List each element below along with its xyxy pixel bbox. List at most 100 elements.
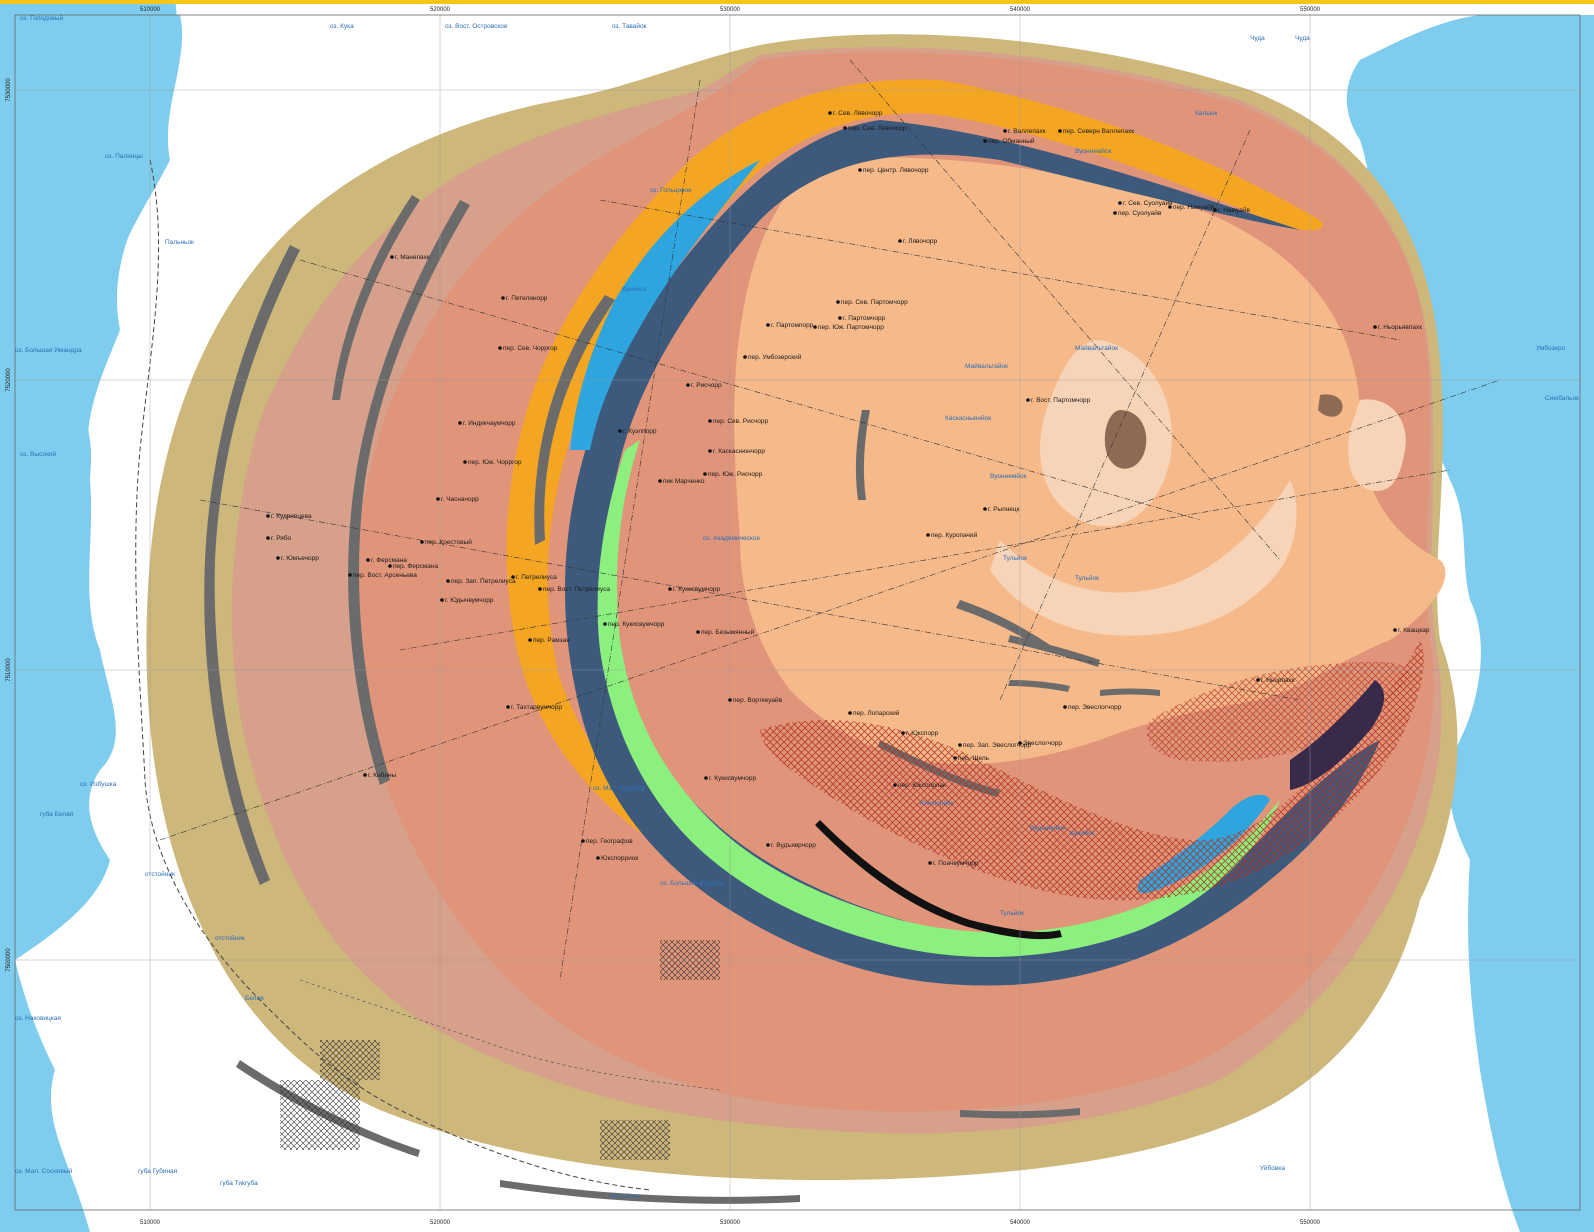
peak-label: г. Сев. Лявочорр [833,110,883,117]
peak-marker [1113,211,1117,215]
peak-marker [983,139,987,143]
top-tick-label: 520000 [430,7,451,13]
hatched-zone-east [1146,661,1410,762]
dike-band [1008,680,1070,692]
peak-label: г. Партомчорр [843,315,886,322]
peak-marker [838,316,842,320]
peak-label: пер. Рамзая [533,637,570,644]
peak-marker [928,861,932,865]
water-label: Калыок [1195,110,1217,117]
peak-marker [1213,208,1217,212]
peak-label: г. Юкспорр [906,730,939,737]
peak-label: пер. Юж. Партомчорр [818,324,884,331]
bottom-coordinate-labels: 510000 520000 530000 540000 550000 [140,1220,1321,1226]
peak-marker [458,421,462,425]
peak-marker [1118,201,1122,205]
dike-band [500,1180,800,1204]
peak-label: пер. Вост. Петрелиуса [543,586,610,593]
peak-marker [440,598,444,602]
left-tick-label: 7510000 [6,658,12,682]
dike-band [1008,635,1100,667]
peak-marker [848,711,852,715]
bottom-tick-label: 550000 [1300,1220,1321,1226]
dike-band [534,295,615,545]
railway [135,159,651,1191]
peak-marker [506,705,510,709]
peak-marker [511,575,515,579]
peak-label: пер. Юж. Чорргор [468,459,522,466]
peak-marker [266,536,270,540]
peak-label: г. Вост. Партомчорр [1031,397,1091,404]
peak-marker [420,540,424,544]
peak-label: г. Манепахк [395,254,430,261]
peak-marker [728,698,732,702]
water-label: оз. Наковицкая [15,1015,61,1022]
peak-marker [1058,129,1062,133]
left-tick-label: 7530000 [6,78,12,102]
peak-label: г. Валлепахк [1008,128,1046,135]
water-label: оз. Мал. Вудъявр [593,785,646,792]
peak-marker [1003,129,1007,133]
peak-label: пер. Намуайв [1173,203,1215,211]
peak-label: г. Часначорр [441,496,479,503]
peak-label: г. Поачвумчорр [933,860,979,867]
coordinate-grid [15,15,1580,1210]
water-label: Чуда [1295,35,1310,42]
peak-label: г. Каскаснюнчорр [713,448,765,455]
bottom-tick-label: 530000 [720,1220,741,1226]
top-coordinate-labels: 510000 520000 530000 540000 550000 [140,7,1321,13]
peak-label: г. Кукисвумчорр [673,586,721,593]
peak-label: пер. Северн Валлепахк [1063,128,1134,135]
peak-marker [953,756,957,760]
peak-marker [836,300,840,304]
black-band-unit [815,820,1062,940]
peak-marker [696,630,700,634]
peak-label: г. Лявочорр [903,238,937,245]
left-coordinate-labels: 7530000 7520000 7510000 7500000 [6,78,12,972]
bottom-tick-label: 510000 [140,1220,161,1226]
peak-label: г. Намуайв [1218,206,1250,214]
water-label: отстойник [610,1192,640,1200]
water-label: оз. Высокий [20,450,57,458]
peak-marker [708,449,712,453]
water-label: губа Губиная [138,1167,178,1175]
water-label: Тульйок [1003,554,1027,562]
peak-marker [538,587,542,591]
peak-marker [858,168,862,172]
peak-label: пер. Вост. Арсеньева [353,572,417,579]
fault-lines [159,59,1501,981]
peak-label: пер. Зап. Эвеслогчорр [963,742,1031,749]
water-label: оз. Вост. Островское [445,23,508,30]
left-tick-label: 7520000 [6,368,12,392]
dike-band [348,200,470,785]
hatched-zone-southeast [760,640,1424,901]
peak-marker [1026,398,1030,402]
peak-marker [528,638,532,642]
peak-marker [501,296,505,300]
peak-label: г. Кудрявцева [271,513,312,520]
peak-marker [658,479,662,483]
peak-label: пер. Ворткеуайв [733,696,783,704]
peak-marker [581,839,585,843]
town-apatity-area [280,1080,360,1150]
east-lobe-unit [1348,399,1406,491]
brown-intrusion [1104,410,1147,469]
peak-label: г. Вудъяврчорр [771,842,816,849]
peak-label: пер. Юкспорлак [898,782,946,789]
dike-band [855,410,870,500]
peak-label: г. Петелинорр [506,295,548,302]
peak-label: г. Юмъечорр [281,555,319,562]
left-tick-label: 7500000 [6,948,12,972]
top-tick-label: 550000 [1300,7,1321,13]
peak-marker [498,346,502,350]
blue-arc-unit [570,160,760,450]
water-label: Чуда [1250,35,1265,42]
peak-marker [388,564,392,568]
water-label: Каскасньюнйок [945,414,991,422]
water-labels: оз. Голодовый оз. Кука оз. Вост. Островско… [15,14,1579,1200]
peak-label: пер. Сев. Чорргор [503,345,558,352]
water-label: Майвальтайок [965,362,1008,370]
lake-bolshaya-imandra [0,15,183,870]
